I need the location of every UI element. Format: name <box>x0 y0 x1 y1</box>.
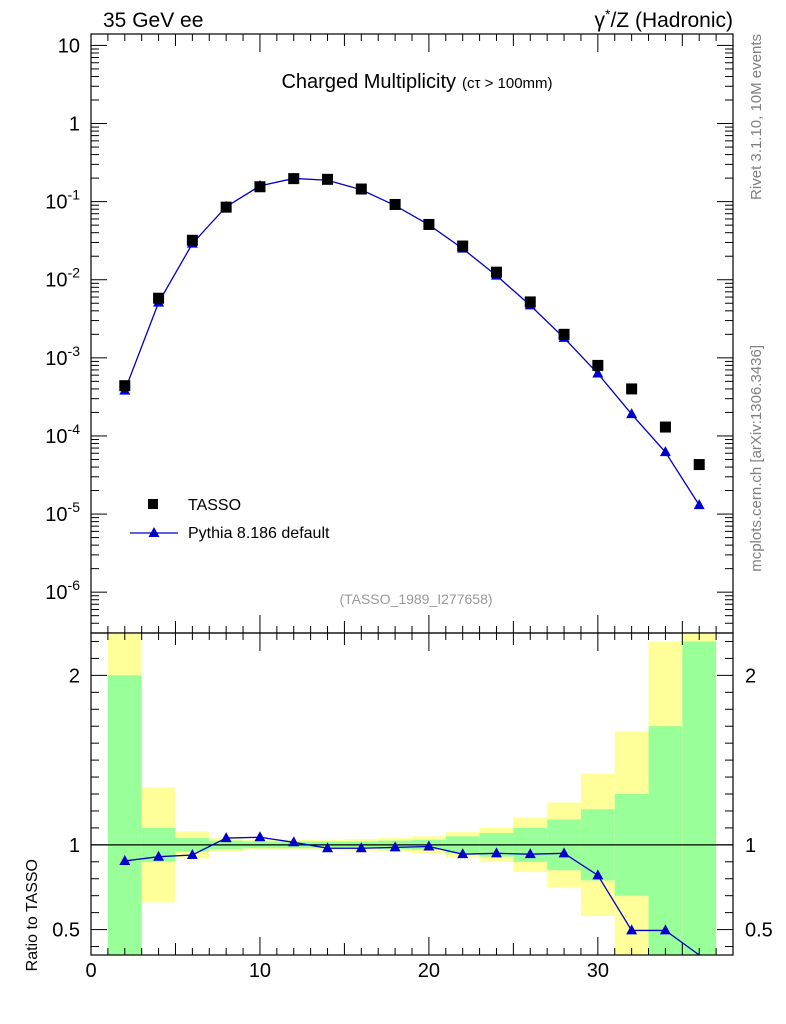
pythia-markers <box>119 172 705 510</box>
legend-pythia-marker <box>148 527 160 537</box>
ratio-plot-panel: 0.5 0.5 1 1 2 2 Ratio to TASSO <box>24 632 773 971</box>
main-plot-panel: 10-6 10-5 10-4 10-3 10-2 10-1 1 10 Charged Mult… <box>45 33 734 634</box>
ratio-point <box>490 847 502 858</box>
tasso-point <box>659 421 671 433</box>
tasso-point <box>389 198 401 210</box>
ratio-point <box>288 836 300 847</box>
tasso-point <box>558 328 570 340</box>
tasso-point <box>355 183 367 195</box>
main-frame <box>90 33 734 634</box>
ratio-y-tick-label-right: 0.5 <box>745 920 773 942</box>
ratio-frame <box>90 632 734 956</box>
ratio-point <box>119 854 131 865</box>
tasso-point <box>592 359 604 371</box>
chart-subtitle: (cτ > 100mm) <box>462 75 553 92</box>
y-tick-label: 1 <box>69 114 80 136</box>
header-right: γ*/Z (Hadronic) <box>595 6 733 32</box>
legend: TASSO Pythia 8.186 default <box>130 497 330 542</box>
analysis-tag: (TASSO_1989_I277658) <box>339 591 492 607</box>
stat-uncertainty-band <box>682 641 717 955</box>
ratio-point <box>423 840 435 851</box>
pythia-point <box>592 367 604 378</box>
y-tick-label: 10-1 <box>45 187 80 214</box>
ratio-axis-ticks <box>90 633 733 955</box>
y-tick-label: 10-2 <box>45 265 80 292</box>
ratio-y-tick-label-right: 1 <box>745 835 756 857</box>
tasso-point <box>288 173 300 185</box>
stat-uncertainty-band <box>648 726 683 955</box>
tasso-point <box>490 266 502 278</box>
chart-title: Charged Multiplicity <box>281 71 456 93</box>
legend-tasso-label: TASSO <box>188 497 241 514</box>
stat-uncertainty-band <box>107 675 142 955</box>
tasso-point <box>322 173 334 185</box>
ratio-point <box>592 869 604 880</box>
legend-pythia-label: Pythia 8.186 default <box>188 525 330 542</box>
x-tick-label: 20 <box>418 960 440 982</box>
side-label-rivet: Rivet 3.1.10, 10M events <box>748 34 765 200</box>
tasso-point <box>220 201 232 213</box>
main-y-tick-labels: 10-6 10-5 10-4 10-3 10-2 10-1 1 10 <box>45 35 80 604</box>
y-tick-label: 10-3 <box>45 343 80 370</box>
ratio-point <box>186 849 198 860</box>
ratio-y-tick-label-left: 1 <box>69 835 80 857</box>
tasso-point <box>423 218 435 230</box>
x-tick-label: 10 <box>249 960 271 982</box>
uncertainty-bands <box>107 633 717 955</box>
ratio-point <box>153 850 165 861</box>
pythia-point <box>659 446 671 457</box>
ratio-y-tick-label-left: 0.5 <box>52 920 80 942</box>
pythia-point <box>626 408 638 419</box>
tasso-point <box>186 234 198 246</box>
y-tick-label: 10 <box>58 35 80 57</box>
ratio-pythia-markers <box>119 831 671 935</box>
ratio-point <box>558 847 570 858</box>
header-left: 35 GeV ee <box>103 9 203 32</box>
tasso-point <box>457 240 469 252</box>
ratio-y-tick-label-left: 2 <box>69 665 80 687</box>
ratio-y-axis-label: Ratio to TASSO <box>24 859 41 971</box>
tasso-markers <box>119 173 705 471</box>
tasso-point <box>524 296 536 308</box>
tasso-point <box>119 380 131 392</box>
ratio-point <box>322 842 334 853</box>
ratio-point <box>626 924 638 935</box>
x-tick-label: 30 <box>587 960 609 982</box>
ratio-point <box>457 848 469 859</box>
ratio-point <box>254 831 266 842</box>
pythia-line <box>124 177 700 506</box>
y-tick-label: 10-6 <box>45 577 80 604</box>
ratio-point <box>389 841 401 852</box>
side-label-mcplots: mcplots.cern.ch [arXiv:1306.3436] <box>748 345 765 572</box>
ratio-y-tick-label-right: 2 <box>745 665 756 687</box>
x-tick-labels: 0 10 20 30 <box>85 960 609 982</box>
legend-tasso-marker <box>148 499 158 509</box>
ratio-point <box>659 924 671 935</box>
ratio-point <box>355 842 367 853</box>
ratio-point <box>524 848 536 859</box>
ratio-pythia-line <box>124 836 700 956</box>
pythia-point <box>693 499 705 510</box>
main-axis-ticks <box>90 34 733 633</box>
tasso-point <box>153 292 165 304</box>
x-tick-label: 0 <box>85 960 96 982</box>
tasso-point <box>626 383 638 395</box>
tasso-point <box>693 459 705 471</box>
y-tick-label: 10-5 <box>45 499 80 526</box>
ratio-y-tick-labels: 0.5 0.5 1 1 2 2 <box>52 665 773 941</box>
ratio-point <box>220 832 232 843</box>
y-tick-label: 10-4 <box>45 421 80 448</box>
tasso-point <box>254 181 266 193</box>
